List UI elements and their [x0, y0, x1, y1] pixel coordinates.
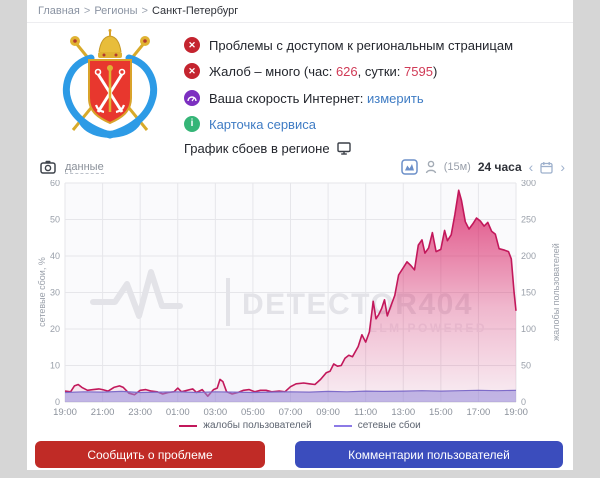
status-line-speed: Ваша скорость Интернет: измерить — [184, 89, 424, 107]
svg-text:100: 100 — [521, 324, 536, 334]
network-series-fill — [65, 390, 516, 402]
svg-text:15:00: 15:00 — [429, 407, 453, 418]
camera-icon[interactable] — [40, 160, 56, 174]
svg-text:10: 10 — [50, 361, 60, 371]
complaints-hour-count: 626 — [335, 63, 358, 79]
svg-text:20: 20 — [50, 324, 60, 334]
svg-text:50: 50 — [50, 215, 60, 225]
status-line-service-card: i Карточка сервиса — [184, 115, 316, 133]
area-chart-icon[interactable] — [400, 159, 418, 175]
svg-text:07:00: 07:00 — [279, 407, 303, 418]
complaints-text: Жалоб – много (час: 626, сутки: 7595) — [209, 63, 438, 79]
network-series-line — [64, 389, 517, 394]
complaints-swatch — [179, 424, 198, 427]
breadcrumb-current: Санкт-Петербург — [151, 5, 239, 17]
legend-item-network[interactable]: сетевые сбои — [333, 420, 421, 431]
svg-text:21:00: 21:00 — [91, 407, 115, 418]
graph-title: График сбоев в регионе — [184, 140, 330, 156]
svg-text:0: 0 — [55, 397, 60, 407]
svg-text:19:00: 19:00 — [504, 407, 528, 418]
svg-text:200: 200 — [521, 251, 536, 261]
svg-text:09:00: 09:00 — [316, 407, 340, 418]
next-period-button[interactable]: › — [560, 159, 565, 175]
breadcrumb-home[interactable]: Главная — [38, 5, 80, 17]
access-problem-text: Проблемы с доступом к региональным стран… — [209, 37, 514, 53]
chart-toolbar-left: данные — [40, 160, 104, 174]
svg-text:03:00: 03:00 — [203, 407, 227, 418]
monitor-icon — [336, 141, 351, 155]
outage-chart[interactable]: 0 10 20 30 40 50 60 0 50 100 150 200 250 300 19:00 21:0… — [35, 180, 575, 425]
data-link[interactable]: данные — [65, 160, 104, 174]
breadcrumb-divider — [27, 22, 573, 23]
right-axis-title: жалобы пользователей — [551, 243, 561, 341]
speed-text: Ваша скорость Интернет: измерить — [209, 90, 424, 106]
breadcrumb-separator: > — [83, 5, 91, 17]
content-card: Главная > Регионы > Санкт-Петербург ✕ Пробле… — [27, 0, 573, 470]
svg-text:01:00: 01:00 — [166, 407, 190, 418]
error-icon: ✕ — [184, 63, 200, 79]
svg-text:250: 250 — [521, 215, 536, 225]
svg-text:11:00: 11:00 — [354, 407, 377, 418]
person-icon[interactable] — [425, 160, 437, 174]
measure-speed-link[interactable]: измерить — [366, 90, 424, 106]
svg-text:50: 50 — [521, 361, 531, 371]
left-axis-title: сетевые сбои, % — [37, 257, 47, 327]
calendar-icon[interactable] — [540, 161, 553, 174]
complaints-series-fill — [65, 190, 516, 402]
svg-text:40: 40 — [50, 251, 60, 261]
svg-text:0: 0 — [521, 397, 526, 407]
service-card-link[interactable]: Карточка сервиса — [209, 116, 316, 132]
axis-labels: 0 10 20 30 40 50 60 0 50 100 150 200 250 300 19:00 21:0… — [50, 180, 536, 418]
svg-text:60: 60 — [50, 180, 60, 188]
svg-text:23:00: 23:00 — [128, 407, 152, 418]
spb-coat-of-arms — [62, 29, 158, 139]
status-line-complaints: ✕ Жалоб – много (час: 626, сутки: 7595) — [184, 62, 437, 80]
svg-text:30: 30 — [50, 288, 60, 298]
interval-label: (15м) — [443, 161, 471, 173]
network-swatch — [333, 424, 352, 427]
breadcrumb: Главная > Регионы > Санкт-Петербург — [38, 5, 238, 17]
svg-text:17:00: 17:00 — [467, 407, 491, 418]
legend-item-complaints[interactable]: жалобы пользователей — [179, 420, 312, 431]
speed-test-icon — [184, 90, 200, 106]
error-icon: ✕ — [184, 37, 200, 53]
svg-text:300: 300 — [521, 180, 536, 188]
svg-text:19:00: 19:00 — [53, 407, 77, 418]
breadcrumb-separator: > — [141, 5, 148, 17]
complaints-day-count: 7595 — [404, 63, 433, 79]
complaints-series-line — [64, 189, 517, 397]
svg-text:05:00: 05:00 — [241, 407, 265, 418]
breadcrumb-regions[interactable]: Регионы — [94, 5, 138, 17]
user-comments-button[interactable]: Комментарии пользователей — [295, 441, 563, 468]
status-line-access: ✕ Проблемы с доступом к региональным стр… — [184, 36, 513, 54]
chart-toolbar-right: (15м) 24 часа ‹ › — [400, 159, 565, 175]
prev-period-button[interactable]: ‹ — [528, 159, 534, 175]
report-problem-button[interactable]: Сообщить о проблеме — [35, 441, 265, 468]
range-selector[interactable]: 24 часа — [477, 160, 522, 174]
svg-text:150: 150 — [521, 288, 536, 298]
chart-legend: жалобы пользователей сетевые сбои — [27, 420, 573, 431]
info-icon: i — [184, 116, 200, 132]
svg-text:13:00: 13:00 — [391, 407, 415, 418]
graph-title-row: График сбоев в регионе — [184, 139, 351, 157]
